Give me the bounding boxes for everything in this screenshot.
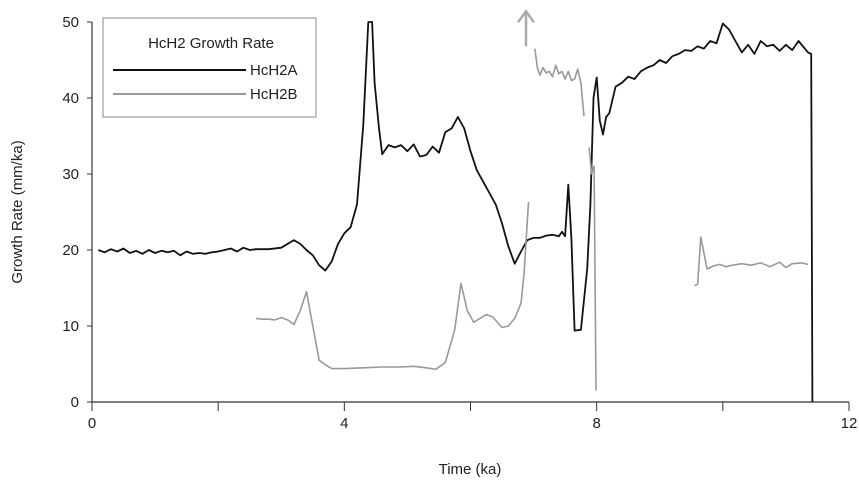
series-line-hch2b-seg1 xyxy=(255,202,530,371)
arrow-head xyxy=(517,9,536,24)
y-tick-label-30: 30 xyxy=(62,166,79,183)
series-line-hch2b-seg3 xyxy=(588,147,597,391)
legend-title: HcH2 Growth Rate xyxy=(148,35,274,52)
series-layer xyxy=(97,21,814,403)
arrow-up-annotation xyxy=(517,9,536,47)
series-line-hch2a xyxy=(97,21,814,403)
legend-label-hch2a: HcH2A xyxy=(250,62,298,79)
series-line-hch2b-seg2 xyxy=(534,48,585,117)
y-tick-label-20: 20 xyxy=(62,242,79,259)
y-tick-label-0: 0 xyxy=(71,394,79,411)
legend-box xyxy=(102,17,317,118)
series-line-hch2b-seg4 xyxy=(694,236,809,287)
y-axis-title: Growth Rate (mm/ka) xyxy=(9,140,26,283)
axes: 0 10 20 30 40 50 0 4 8 12 xyxy=(62,14,857,432)
x-axis-title: Time (ka) xyxy=(439,461,502,478)
legend: HcH2 Growth Rate HcH2A HcH2B xyxy=(102,17,317,118)
x-tick-label-0: 0 xyxy=(88,415,96,432)
legend-label-hch2b: HcH2B xyxy=(250,86,298,103)
y-tick-label-50: 50 xyxy=(62,14,79,31)
x-tick-label-8: 8 xyxy=(592,415,600,432)
x-tick-label-12: 12 xyxy=(841,415,858,432)
y-tick-label-10: 10 xyxy=(62,318,79,335)
x-tick-label-4: 4 xyxy=(340,415,348,432)
annotation-layer xyxy=(517,9,536,47)
y-tick-label-40: 40 xyxy=(62,90,79,107)
